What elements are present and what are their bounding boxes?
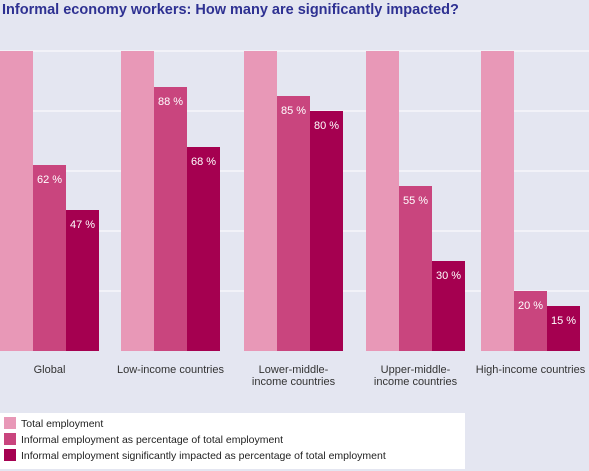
- legend-item-informal: Informal employment as percentage of tot…: [4, 433, 283, 448]
- bar-informal: [399, 186, 432, 351]
- value-label: 85 %: [281, 105, 306, 117]
- value-label: 20 %: [518, 300, 543, 312]
- bar-informal: [514, 291, 547, 351]
- value-label: 62 %: [37, 174, 62, 186]
- category-label: Global: [34, 364, 66, 376]
- bar-total: [481, 51, 514, 351]
- category-label: Upper-middle-income countries: [374, 364, 458, 388]
- legend: Total employment Informal employment as …: [0, 413, 465, 469]
- value-label: 88 %: [158, 96, 183, 108]
- bar-chart: 62 % 47 % Global 88 % 68 % Low-income countri…: [0, 50, 589, 388]
- bar-impacted: [310, 111, 343, 351]
- legend-swatch-informal: [4, 433, 16, 445]
- legend-swatch-total: [4, 417, 16, 429]
- bar-informal: [154, 87, 187, 351]
- bar-impacted: [187, 147, 220, 351]
- legend-label-impacted: Informal employment significantly impact…: [21, 450, 386, 462]
- bar-total: [0, 51, 33, 351]
- legend-label-informal: Informal employment as percentage of tot…: [21, 434, 284, 446]
- bar-impacted: [432, 261, 465, 351]
- bar-total: [244, 51, 277, 351]
- value-label: 30 %: [436, 270, 461, 282]
- category-label: Low-income countries: [117, 364, 224, 376]
- bar-total: [366, 51, 399, 351]
- category-label: High-income countries: [476, 364, 586, 376]
- legend-item-total: Total employment: [4, 417, 103, 432]
- bar-informal: [33, 165, 66, 351]
- value-label: 80 %: [314, 120, 339, 132]
- bar-total: [121, 51, 154, 351]
- chart-title: Informal economy workers: How many are s…: [2, 2, 459, 18]
- value-label: 15 %: [551, 315, 576, 327]
- legend-item-impacted: Informal employment significantly impact…: [4, 449, 386, 464]
- bar-impacted: [66, 210, 99, 351]
- legend-label-total: Total employment: [21, 418, 104, 430]
- bar-impacted: [547, 306, 580, 351]
- legend-swatch-impacted: [4, 449, 16, 461]
- value-label: 47 %: [70, 219, 95, 231]
- value-label: 68 %: [191, 156, 216, 168]
- category-label: Lower-middle-income countries: [252, 364, 336, 388]
- bar-informal: [277, 96, 310, 351]
- value-label: 55 %: [403, 195, 428, 207]
